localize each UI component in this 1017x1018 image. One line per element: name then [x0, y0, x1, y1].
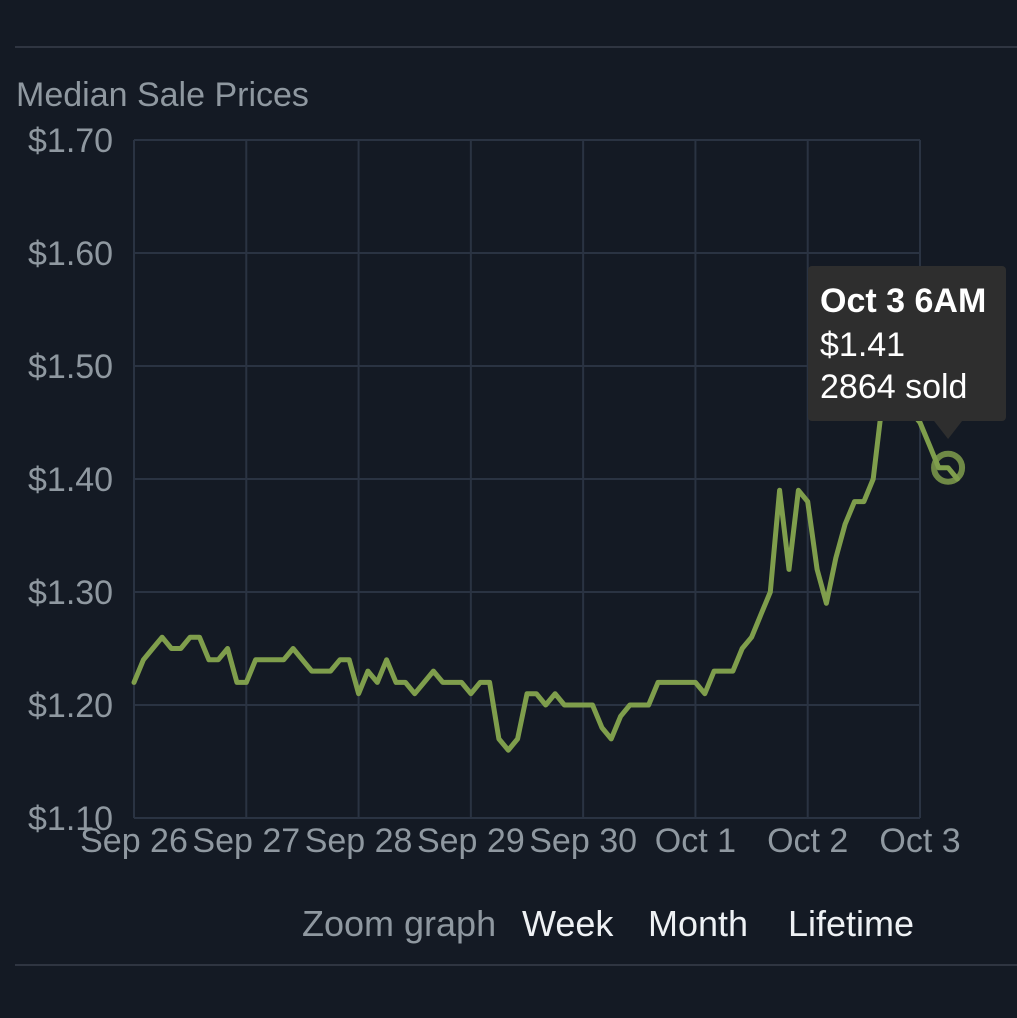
y-tick-label: $1.20 [28, 687, 113, 725]
x-tick-label: Sep 27 [192, 822, 300, 860]
x-tick-label: Oct 2 [767, 822, 848, 860]
zoom-month-button[interactable]: Month [648, 903, 749, 944]
tooltip-date: Oct 3 6AM [820, 282, 986, 320]
tooltip-sold: 2864 sold [820, 368, 967, 406]
zoom-lifetime-button[interactable]: Lifetime [788, 903, 915, 944]
y-tick-label: $1.70 [28, 122, 113, 160]
x-tick-label: Sep 30 [529, 822, 637, 860]
x-tick-label: Oct 1 [655, 822, 736, 860]
chart-title: Median Sale Prices [16, 76, 309, 114]
highlighted-point-marker [931, 450, 966, 485]
y-tick-label: $1.50 [28, 348, 113, 386]
y-tick-label: $1.40 [28, 461, 113, 499]
x-tick-label: Sep 28 [305, 822, 413, 860]
tooltip-box [808, 266, 1006, 421]
y-tick-label: $1.30 [28, 574, 113, 612]
x-tick-label: Sep 26 [80, 822, 188, 860]
zoom-week-button[interactable]: Week [522, 903, 614, 944]
top-divider [15, 46, 1017, 48]
x-tick-label: Oct 3 [879, 822, 960, 860]
tooltip-pointer [934, 421, 963, 439]
x-tick-label: Sep 29 [417, 822, 525, 860]
tooltip-price: $1.41 [820, 326, 905, 364]
zoom-controls: Zoom graph Week Month Lifetime [0, 903, 1017, 949]
y-tick-label: $1.60 [28, 235, 113, 273]
price-line [131, 374, 960, 753]
bottom-divider [15, 964, 1017, 966]
y-tick-label: $1.10 [28, 800, 113, 838]
zoom-graph-label: Zoom graph [302, 903, 497, 944]
